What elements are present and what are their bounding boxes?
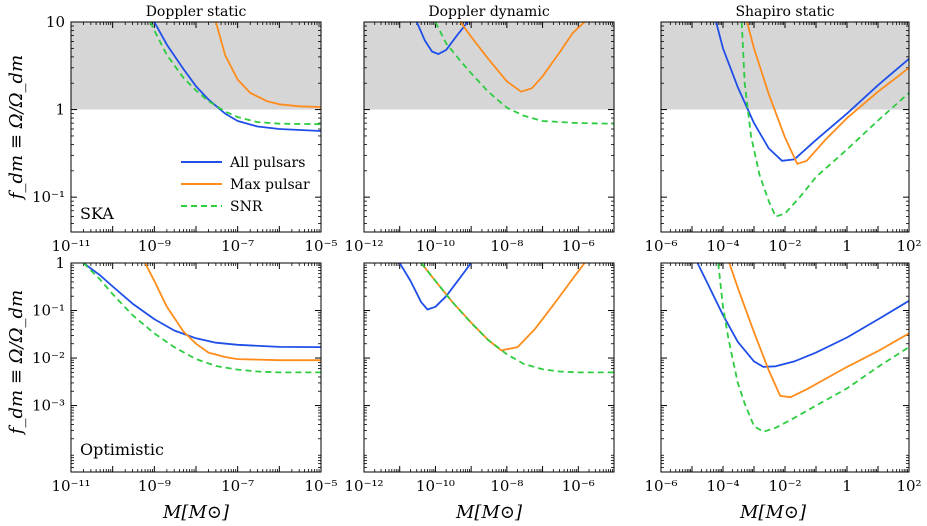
series-line-max-pulsar — [215, 22, 321, 108]
ylabel-top: f_dm ≡ Ω/Ω_dm — [6, 55, 27, 201]
y-tick-label: 10⁻² — [32, 349, 65, 367]
series-line-max-pulsar — [459, 22, 586, 93]
series-line-snr — [149, 22, 321, 126]
x-tick-label: 10⁻⁴ — [706, 477, 739, 495]
panel-title: Shapiro static — [735, 4, 834, 20]
x-tick-label: 10² — [896, 237, 921, 255]
y-tick-label: 10 — [46, 13, 65, 31]
series-line-snr — [740, 22, 909, 218]
legend-label-max-pulsar: Max pulsar — [230, 177, 310, 193]
panel-ska-2-excluded-region — [364, 22, 614, 110]
series-line-all-pulsars — [82, 263, 321, 348]
x-tick-label: 10⁻¹² — [344, 237, 383, 255]
x-tick-label: 10⁻¹² — [344, 477, 383, 495]
x-tick-label: 10⁻¹¹ — [51, 477, 90, 495]
x-tick-label: 10⁻² — [768, 237, 801, 255]
y-tick-label: 10⁻³ — [32, 397, 65, 415]
x-tick-label: 10⁻¹⁰ — [416, 237, 455, 255]
panel-ska-1-excluded-region — [71, 22, 321, 110]
x-tick-label: 10⁻⁵ — [304, 237, 337, 255]
panel-optimistic-1: 10⁻³ 10⁻² 10⁻¹ 1 10⁻¹¹ 10⁻⁹ 10⁻⁷ 10⁻⁵ — [32, 254, 338, 495]
x-tick-label: 10⁻⁷ — [221, 477, 254, 495]
x-tick-label: 1 — [842, 237, 852, 255]
series-line-all-pulsars — [398, 263, 472, 311]
x-tick-label: 10⁻⁷ — [221, 237, 254, 255]
x-tick-label: 10⁻⁹ — [138, 477, 171, 495]
y-tick-label: 10⁻¹ — [32, 302, 65, 320]
xlabel-col1: M[M⊙] — [162, 502, 230, 523]
series-line-snr — [434, 22, 614, 125]
y-tick-label: 1 — [55, 101, 65, 119]
x-tick-label: 10⁻² — [768, 477, 801, 495]
panel-optimistic-3: 10⁻⁶ 10⁻⁴ 10⁻² 1 10² — [644, 262, 922, 495]
series-line-all-pulsars — [715, 22, 909, 162]
row-label-optimistic: Optimistic — [80, 440, 164, 459]
xlabel-col2: M[M⊙] — [455, 502, 523, 523]
series-line-max-pulsar — [728, 263, 909, 399]
legend-label-all-pulsars: All pulsars — [229, 155, 305, 171]
panel-optimistic-3-frame — [660, 262, 910, 473]
x-tick-label: 10² — [896, 477, 921, 495]
x-tick-label: 10⁻⁵ — [304, 477, 337, 495]
ylabel-bottom: f_dm ≡ Ω/Ω_dm — [6, 290, 27, 436]
legend-label-snr: SNR — [230, 199, 263, 215]
panel-ska-1: 10⁻¹ 1 10 10⁻¹¹ 10⁻⁹ 10⁻⁷ 10⁻⁵ Doppler static — [32, 4, 338, 255]
series-line-all-pulsars — [696, 263, 909, 368]
series-line-max-pulsar — [746, 22, 909, 165]
series-line-snr — [717, 263, 909, 433]
panel-ska-1-frame — [70, 21, 322, 233]
x-tick-label: 10⁻⁶ — [644, 237, 677, 255]
y-tick-label: 1 — [55, 254, 65, 272]
series-line-all-pulsars — [415, 22, 469, 55]
x-tick-label: 10⁻⁹ — [138, 237, 171, 255]
series-line-snr — [420, 263, 614, 374]
series-line-max-pulsar — [144, 263, 321, 362]
row-label-ska: SKA — [80, 204, 114, 223]
legend: All pulsars Max pulsar SNR — [181, 155, 310, 215]
y-tick-label: 10⁻¹ — [32, 188, 65, 206]
series-line-all-pulsars — [153, 22, 321, 132]
xlabel-col3: M[M⊙] — [739, 502, 807, 523]
panel-title: Doppler dynamic — [428, 4, 549, 20]
series-line-snr — [82, 263, 321, 374]
x-tick-label: 10⁻⁸ — [490, 237, 523, 255]
panel-ska-3-frame — [660, 21, 910, 233]
x-tick-label: 10⁻⁸ — [490, 477, 523, 495]
panel-optimistic-2-frame — [363, 262, 615, 473]
panel-ska-2-frame — [363, 21, 615, 233]
panel-title: Doppler static — [146, 4, 247, 20]
x-tick-label: 10⁻⁶ — [562, 477, 595, 495]
x-tick-label: 10⁻⁶ — [562, 237, 595, 255]
x-tick-label: 10⁻⁴ — [706, 237, 739, 255]
x-tick-label: 10⁻¹¹ — [51, 237, 90, 255]
panel-ska-2: 10⁻¹² 10⁻¹⁰ 10⁻⁸ 10⁻⁶ Doppler dynamic — [344, 4, 615, 255]
x-tick-label: 10⁻¹⁰ — [416, 477, 455, 495]
panel-optimistic-2: 10⁻¹² 10⁻¹⁰ 10⁻⁸ 10⁻⁶ — [344, 262, 615, 495]
panel-optimistic-1-frame — [70, 262, 322, 473]
series-line-max-pulsar — [420, 263, 586, 352]
x-tick-label: 1 — [842, 477, 852, 495]
x-tick-label: 10⁻⁶ — [644, 477, 677, 495]
panel-ska-3: 10⁻⁶ 10⁻⁴ 10⁻² 1 10² Shapiro static — [644, 4, 921, 255]
